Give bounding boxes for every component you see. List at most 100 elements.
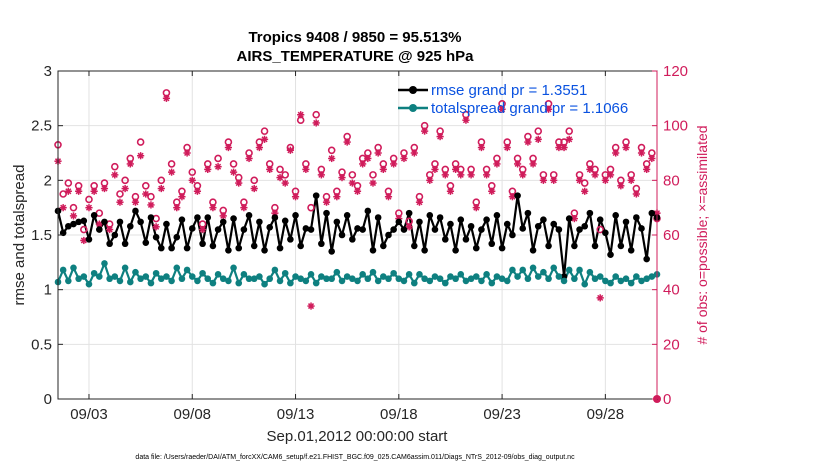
asterisk-stroke xyxy=(297,111,304,118)
obs-assimilated-point xyxy=(322,198,331,206)
totalspread-point xyxy=(219,275,227,283)
asterisk-stroke xyxy=(147,201,154,208)
obs-assimilated-point xyxy=(266,165,274,173)
asterisk-stroke xyxy=(509,193,516,200)
asterisk-stroke xyxy=(261,136,268,143)
asterisk-stroke xyxy=(617,182,624,189)
asterisk-stroke xyxy=(235,180,242,187)
rmse-point xyxy=(65,222,72,230)
rmse-point xyxy=(617,242,625,250)
totalspread-point xyxy=(633,273,640,280)
obs-assimilated-point xyxy=(513,160,522,168)
rmse-point xyxy=(147,214,155,221)
obs-assimilated-point xyxy=(173,204,181,212)
y-tick-label: 0.5 xyxy=(31,336,52,353)
obs-assimilated-point xyxy=(333,193,341,201)
rmse-point xyxy=(488,240,496,248)
totalspread-point xyxy=(225,277,232,285)
totalspread-point xyxy=(250,275,258,283)
rmse-point xyxy=(524,209,532,217)
rmse-point xyxy=(550,220,558,228)
totalspread-point xyxy=(297,275,304,283)
rmse-point xyxy=(493,212,501,219)
totalspread-point xyxy=(431,273,439,280)
asterisk-stroke xyxy=(313,119,320,126)
asterisk-stroke xyxy=(499,106,506,113)
obs-assimilated-point xyxy=(348,179,356,187)
rmse-point xyxy=(447,220,454,228)
totalspread-point xyxy=(426,277,434,285)
asterisk-stroke xyxy=(633,190,640,198)
rmse-point xyxy=(421,247,428,254)
asterisk-stroke xyxy=(194,188,201,195)
totalspread-point xyxy=(452,275,459,283)
rmse-point xyxy=(457,216,465,223)
totalspread-point xyxy=(483,271,490,278)
totalspread-point xyxy=(70,264,77,272)
asterisk-stroke xyxy=(338,174,346,181)
totalspread-point xyxy=(524,275,532,283)
totalspread-point xyxy=(555,273,563,280)
rmse-point xyxy=(204,214,212,221)
rmse-point xyxy=(648,209,656,217)
obs-assimilated-point xyxy=(250,184,258,193)
obs-assimilated-point xyxy=(245,154,253,163)
rmse-point xyxy=(426,212,434,219)
obs-assimilated-point xyxy=(209,204,217,212)
totalspread-point xyxy=(560,277,568,285)
asterisk-stroke xyxy=(576,177,583,184)
rmse-point xyxy=(607,251,614,258)
obs-assimilated-point xyxy=(328,154,336,163)
obs-assimilated-point xyxy=(198,225,207,234)
obs-assimilated-point xyxy=(193,187,202,195)
obs-assimilated-point xyxy=(519,171,527,179)
totalspread-point xyxy=(617,277,625,285)
totalspread-point xyxy=(240,271,248,278)
y-tick-label: 1 xyxy=(44,282,52,299)
rmse-point xyxy=(85,236,93,243)
rmse-point xyxy=(292,212,299,219)
asterisk-stroke xyxy=(648,155,655,162)
asterisk-stroke xyxy=(457,171,464,178)
obs-assimilated-point xyxy=(591,171,599,179)
asterisk-stroke xyxy=(292,193,299,200)
totalspread-point xyxy=(266,275,274,283)
rmse-point xyxy=(452,247,459,254)
obs-assimilated-point xyxy=(168,168,176,176)
rmse-point xyxy=(323,209,330,217)
totalspread-point xyxy=(281,269,289,277)
asterisk-stroke xyxy=(127,160,134,167)
totalspread-point xyxy=(256,273,263,280)
obs-assimilated-point xyxy=(307,302,315,310)
rmse-point xyxy=(498,244,506,252)
asterisk-stroke xyxy=(240,204,247,211)
totalspread-point xyxy=(591,275,599,283)
asterisk-stroke xyxy=(266,166,273,173)
obs-assimilated-point xyxy=(596,294,604,302)
rmse-point xyxy=(188,225,196,232)
rmse-point xyxy=(627,247,635,254)
totalspread-point xyxy=(101,260,108,267)
obs-assimilated-point xyxy=(64,187,72,195)
asterisk-stroke xyxy=(535,136,542,143)
asterisk-stroke xyxy=(431,166,439,173)
rmse-point xyxy=(380,242,387,250)
totalspread-point xyxy=(188,273,196,280)
obs-assimilated-point xyxy=(612,149,620,157)
obs-assimilated-point xyxy=(317,171,325,179)
obs-assimilated-point xyxy=(312,119,320,127)
rmse-point xyxy=(235,244,243,252)
obs-assimilated-point xyxy=(260,135,269,143)
legend-marker-totalspread xyxy=(409,104,417,112)
obs-possible-point xyxy=(116,190,124,198)
y-tick-label: 2.5 xyxy=(31,118,52,135)
totalspread-point xyxy=(307,271,315,278)
x-tick-label: 09/23 xyxy=(483,406,521,423)
asterisk-stroke xyxy=(209,204,216,211)
y2-tick-label: 0 xyxy=(663,391,671,408)
totalspread-point xyxy=(111,273,119,280)
totalspread-point xyxy=(235,279,243,287)
totalspread-point xyxy=(462,277,470,285)
totalspread-point xyxy=(261,280,268,288)
totalspread-point xyxy=(395,275,403,283)
